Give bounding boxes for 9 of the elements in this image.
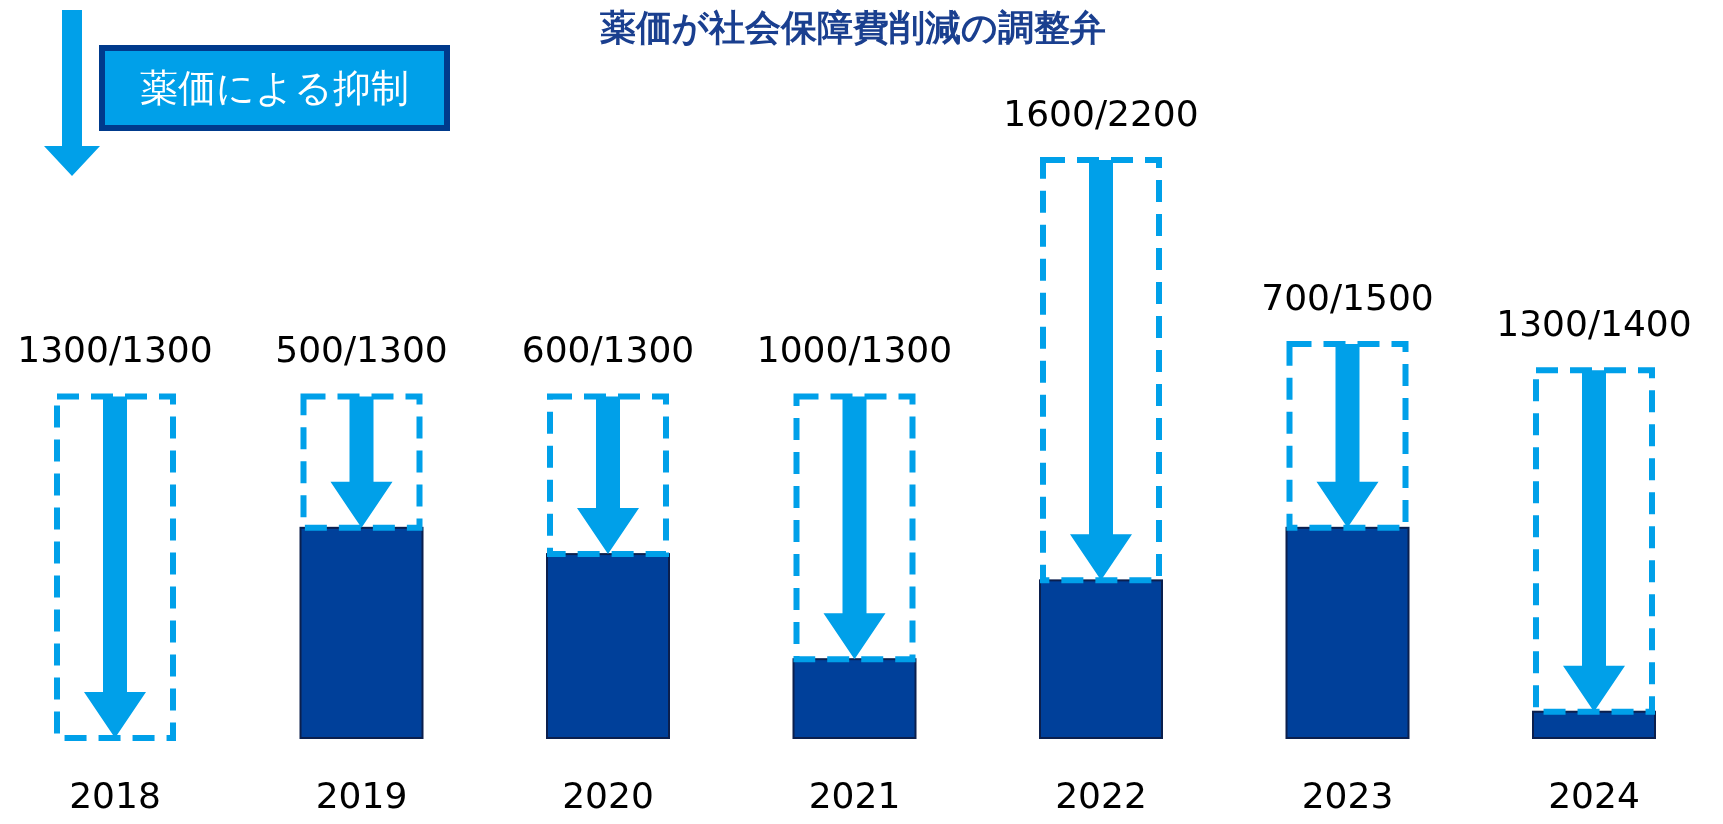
x-tick-label: 2023 [1301,775,1394,816]
title: 薬価が社会保障費削減の調整弁 [600,7,1106,48]
x-tick-label: 2024 [1548,775,1640,816]
x-tick-label: 2020 [562,775,654,816]
legend: 薬価による抑制 [99,45,450,131]
x-tick-label: 2019 [315,775,408,816]
x-tick-label: 2018 [69,775,161,816]
x-tick-label: 2021 [808,775,901,816]
x-tick-label: 2022 [1055,775,1147,816]
